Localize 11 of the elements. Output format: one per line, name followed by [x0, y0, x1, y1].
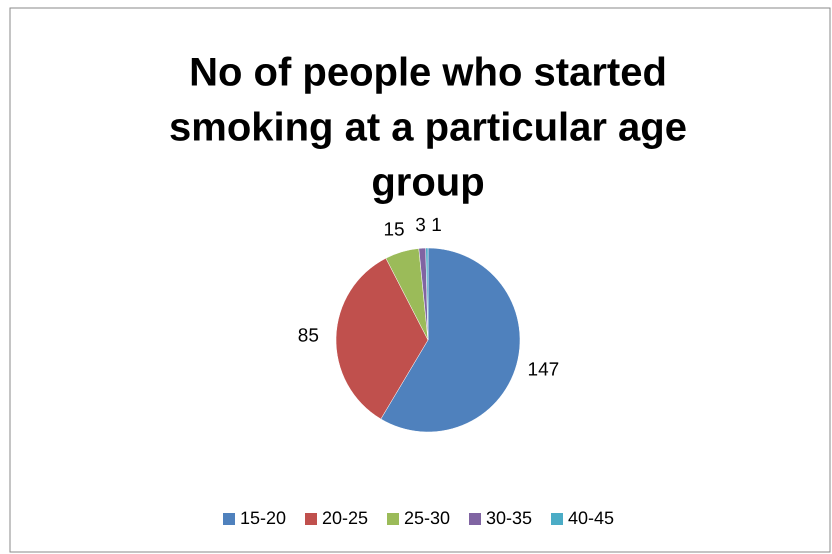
data-label: 85	[298, 325, 319, 346]
legend-label: 25-30	[404, 508, 450, 528]
legend-label: 30-35	[486, 508, 532, 528]
legend-label: 15-20	[240, 508, 286, 528]
chart-title: No of people who started smoking at a particular age group	[169, 50, 687, 205]
data-label: 1	[431, 215, 442, 236]
legend-label: 40-45	[568, 508, 614, 528]
data-label: 15	[383, 220, 405, 241]
legend-label: 20-25	[322, 508, 368, 528]
data-label: 147	[528, 359, 560, 380]
data-label: 3	[415, 215, 426, 236]
